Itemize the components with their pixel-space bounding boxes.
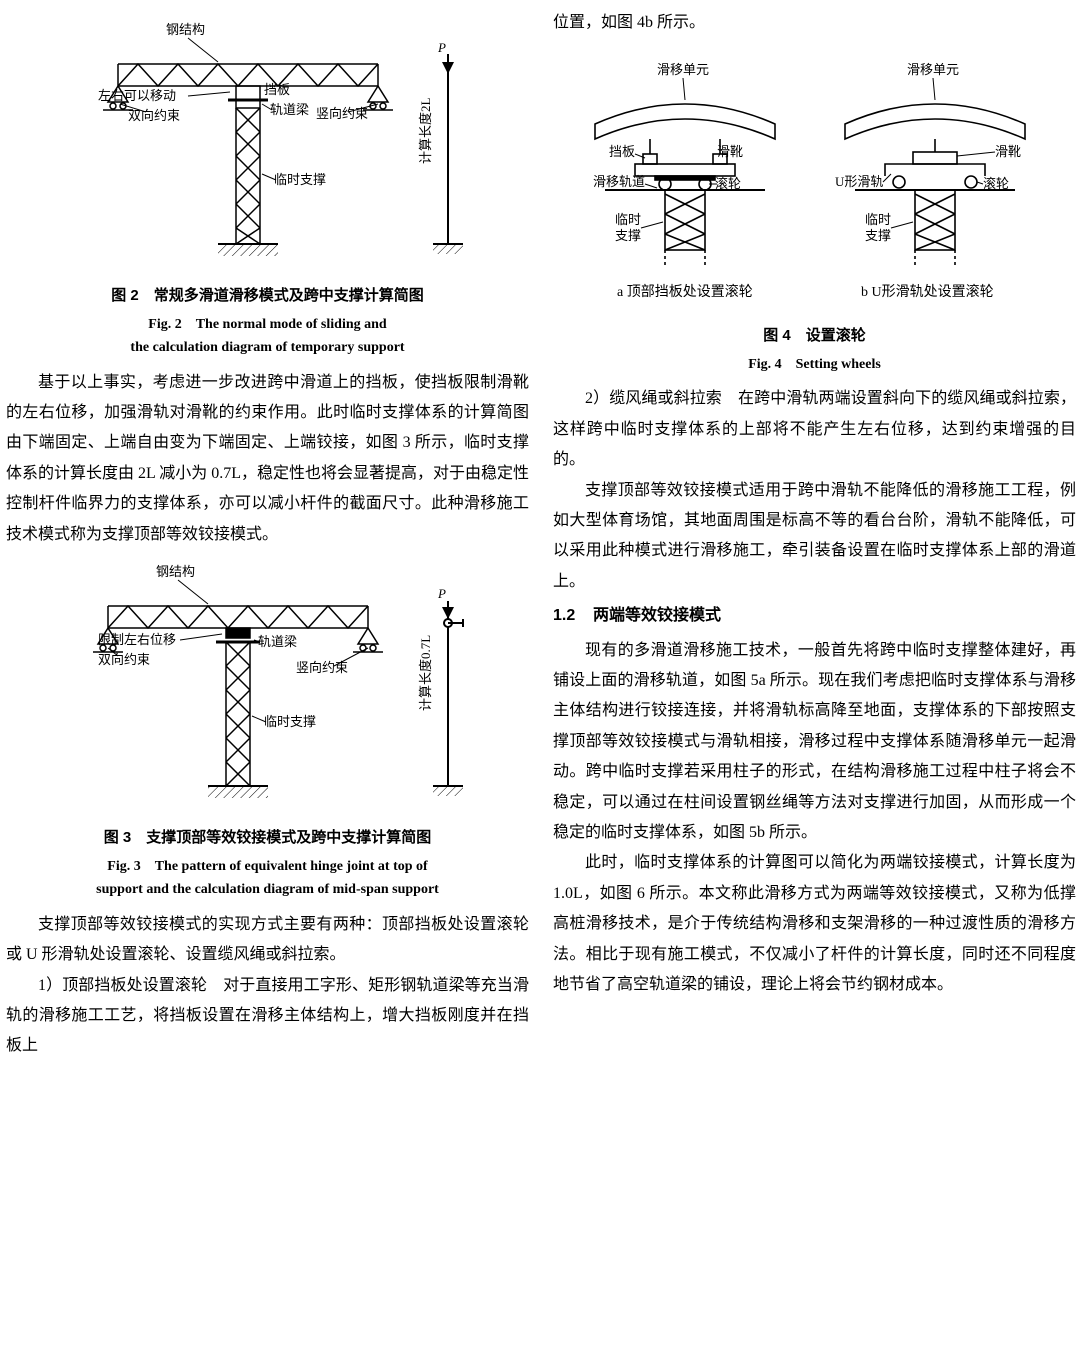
fig3-calc-len: 计算长度0.7L — [418, 635, 433, 711]
fig3-l-linshi: 临时支撑 — [264, 714, 316, 729]
fig4-l-linshi-b2: 支撑 — [865, 228, 891, 243]
fig2-cap-cn: 图 2 常规多滑道滑移模式及跨中支撑计算简图 — [6, 282, 529, 311]
fig4-l-linshi-a2: 支撑 — [615, 228, 641, 243]
fig3-cap-cn: 图 3 支撑顶部等效铰接模式及跨中支撑计算简图 — [6, 824, 529, 853]
fig4-cap-en: Fig. 4 Setting wheels — [553, 355, 1076, 375]
fig4-l-linshi-a1: 临时 — [615, 212, 641, 227]
fig4-sub-a: a 顶部挡板处设置滚轮 — [617, 283, 753, 300]
fig4-sub-b: b U形滑轨处设置滚轮 — [861, 283, 994, 300]
fig4-l-gunlun-b: 滚轮 — [983, 176, 1009, 191]
fig4-l-huaxue-a: 滑靴 — [717, 144, 743, 159]
fig2-l-shuang: 双向约束 — [128, 108, 180, 123]
section-1-2: 1.2两端等效铰接模式 — [553, 601, 1076, 631]
fig3-l-gang: 钢结构 — [156, 564, 195, 579]
figure-3: P 计算长度0.7L 钢结构 限制左右位移 双向约束 轨道梁 竖向约束 临时支撑… — [6, 556, 529, 900]
para-7: 此时，临时支撑体系的计算图可以简化为两端铰接模式，计算长度为 1.0L，如图 6… — [553, 848, 1076, 1000]
fig4-l-huayi-b: 滑移单元 — [907, 62, 959, 77]
para-2: 支撑顶部等效铰接模式的实现方式主要有两种：顶部挡板处设置滚轮或 U 形滑轨处设置… — [6, 910, 529, 971]
fig4-l-linshi-b1: 临时 — [865, 212, 891, 227]
fig3-cap-en1: Fig. 3 The pattern of equivalent hinge j… — [6, 857, 529, 877]
figure-4: 滑移单元 挡板 滑靴 滚轮 滑移轨道 临时 支撑 滑移单元 滑靴 滚轮 U形滑轨… — [553, 44, 1076, 374]
para-4: 2）缆风绳或斜拉索 在跨中滑轨两端设置斜向下的缆风绳或斜拉索，这样跨中临时支撑体… — [553, 384, 1076, 475]
fig3-P: P — [437, 586, 446, 601]
fig2-l-dangban: 挡板 — [264, 82, 290, 97]
fig2-calc-len: 计算长度2L — [418, 97, 433, 164]
fig4-l-uxing: U形滑轨 — [835, 174, 883, 189]
fig4-cap-cn: 图 4 设置滚轮 — [553, 322, 1076, 351]
fig4-l-dangban: 挡板 — [609, 144, 635, 159]
fig3-l-xianzhi: 限制左右位移 — [98, 632, 176, 647]
para-5: 支撑顶部等效铰接模式适用于跨中滑轨不能降低的滑移施工工程，例如大型体育场馆，其地… — [553, 476, 1076, 598]
right-top: 位置，如图 4b 所示。 — [553, 8, 1076, 38]
fig2-l-guidao: 轨道梁 — [270, 102, 309, 117]
para-6: 现有的多滑道滑移施工技术，一般首先将跨中临时支撑整体建好，再铺设上面的滑移轨道，… — [553, 636, 1076, 849]
fig2-l-linshi: 临时支撑 — [274, 172, 326, 187]
para-3: 1）顶部挡板处设置滚轮 对于直接用工字形、矩形钢轨道梁等充当滑轨的滑移施工工艺，… — [6, 971, 529, 1062]
figure-2: P 计算长度2L 钢结构 左右可以移动 双向约束 挡板 轨道梁 竖向约束 临时支… — [6, 14, 529, 358]
fig4-l-gunlun-a: 滚轮 — [715, 176, 741, 191]
para-1: 基于以上事实，考虑进一步改进跨中滑道上的挡板，使挡板限制滑靴的左右位移，加强滑轨… — [6, 368, 529, 550]
fig2-l-gang: 钢结构 — [166, 22, 205, 37]
fig4-l-huayi-a: 滑移单元 — [657, 62, 709, 77]
fig3-l-guidao: 轨道梁 — [258, 634, 297, 649]
fig2-cap-en1: Fig. 2 The normal mode of sliding and — [6, 315, 529, 335]
fig2-cap-en2: the calculation diagram of temporary sup… — [6, 338, 529, 358]
fig3-l-shuang: 双向约束 — [98, 652, 150, 667]
fig3-cap-en2: support and the calculation diagram of m… — [6, 880, 529, 900]
fig4-l-huaxue-b: 滑靴 — [995, 144, 1021, 159]
fig2-P: P — [437, 40, 446, 55]
fig2-l-zuoyou: 左右可以移动 — [98, 88, 176, 103]
fig4-l-guidao: 滑移轨道 — [593, 174, 645, 189]
